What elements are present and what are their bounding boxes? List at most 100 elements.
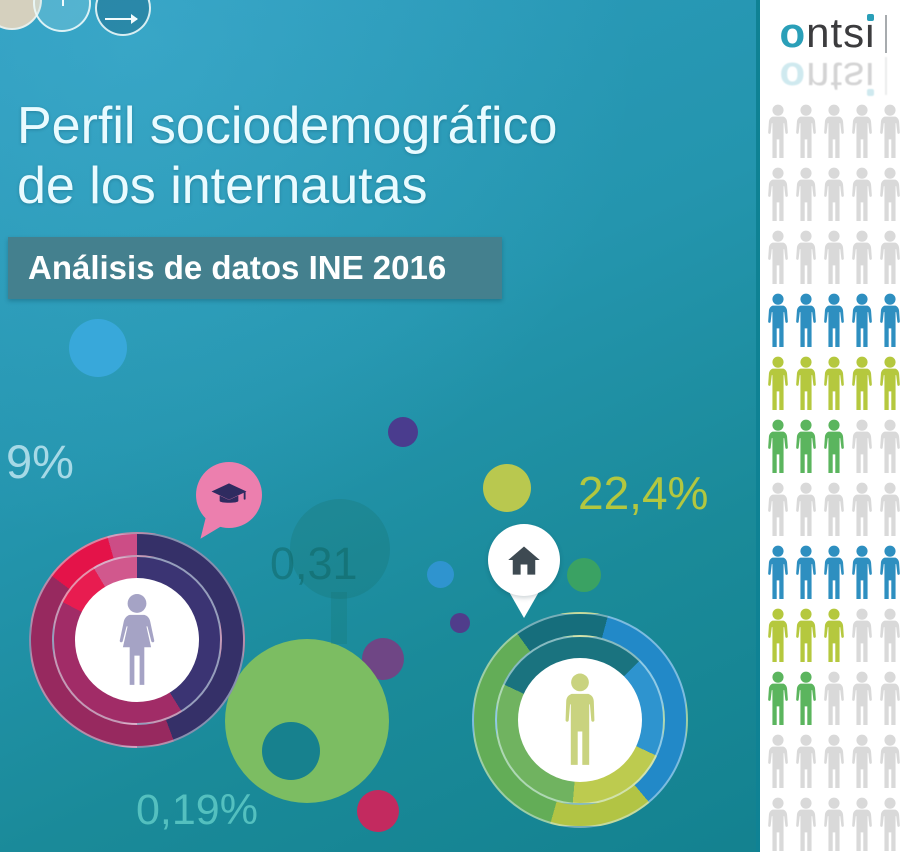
- people-row: [765, 103, 906, 161]
- circle-purple-tiny: [450, 613, 470, 633]
- person-icon: [765, 607, 791, 665]
- circle-lime: [483, 464, 531, 512]
- people-row: [765, 796, 906, 852]
- people-row: [765, 733, 906, 791]
- ontsi-logo-text: ontsi: [760, 12, 906, 54]
- person-icon: [877, 292, 903, 350]
- page-title: Perfil sociodemográfico de los internaut…: [17, 96, 557, 216]
- person-icon: [765, 733, 791, 791]
- person-icon: [849, 229, 875, 287]
- person-icon: [877, 670, 903, 728]
- circle-faint-tree: [290, 499, 390, 599]
- logo-letter-i: i: [865, 9, 876, 56]
- person-icon: [793, 796, 819, 852]
- person-icon: [877, 418, 903, 476]
- person-icon: [849, 166, 875, 224]
- person-icon: [821, 481, 847, 539]
- person-icon: [765, 292, 791, 350]
- circle-green-big: [225, 639, 389, 803]
- person-icon: [793, 229, 819, 287]
- circle-purple-a: [388, 417, 418, 447]
- person-icon: [821, 418, 847, 476]
- people-row: [765, 607, 906, 665]
- person-icon: [877, 481, 903, 539]
- people-row: [765, 166, 906, 224]
- person-icon: [793, 166, 819, 224]
- person-icon: [877, 733, 903, 791]
- speedometer-icon: [95, 0, 151, 36]
- person-icon: [877, 607, 903, 665]
- person-icon: [793, 670, 819, 728]
- page-title-line2: de los internautas: [17, 157, 428, 215]
- person-icon: [765, 544, 791, 602]
- circle-magenta: [357, 790, 399, 832]
- faint-tree-trunk: [331, 592, 347, 644]
- people-row: [765, 418, 906, 476]
- donut-chart-women-outer-ring: [29, 532, 245, 748]
- right-panel: ontsi ontsi: [756, 0, 906, 852]
- person-icon: [849, 670, 875, 728]
- person-icon: [821, 355, 847, 413]
- logo-divider: [884, 15, 887, 53]
- circle-green-small: [567, 558, 601, 592]
- person-icon: [821, 166, 847, 224]
- person-icon: [821, 796, 847, 852]
- person-icon: [793, 103, 819, 161]
- person-icon: [821, 607, 847, 665]
- person-icon: [821, 292, 847, 350]
- person-icon: [793, 544, 819, 602]
- person-icon: [849, 103, 875, 161]
- person-icon: [849, 355, 875, 413]
- person-icon: [877, 166, 903, 224]
- clock-icon: [33, 0, 91, 32]
- person-icon: [793, 481, 819, 539]
- person-icon: [849, 544, 875, 602]
- subtitle-banner: Análisis de datos INE 2016: [8, 237, 502, 299]
- main-area: Perfil sociodemográfico de los internaut…: [0, 0, 708, 834]
- ontsi-logo: ontsi ontsi: [760, 12, 906, 101]
- person-icon: [821, 670, 847, 728]
- person-icon: [821, 544, 847, 602]
- people-row: [765, 292, 906, 350]
- person-icon: [849, 733, 875, 791]
- person-icon: [793, 607, 819, 665]
- person-icon: [793, 418, 819, 476]
- logo-letter-o: o: [779, 9, 807, 56]
- person-icon: [793, 355, 819, 413]
- person-icon: [849, 607, 875, 665]
- clock-hand: [62, 0, 64, 6]
- house-icon: [508, 546, 540, 575]
- person-icon: [877, 103, 903, 161]
- percentage-label-partial: 9%: [6, 435, 74, 488]
- person-icon: [877, 544, 903, 602]
- person-icon: [877, 229, 903, 287]
- person-icon: [821, 229, 847, 287]
- person-icon: [849, 481, 875, 539]
- people-row: [765, 544, 906, 602]
- subtitle-banner-text: Análisis de datos INE 2016: [28, 249, 447, 286]
- person-icon: [765, 796, 791, 852]
- people-row: [765, 355, 906, 413]
- male-icon: [565, 673, 595, 765]
- percentage-label-faint: 0,31: [270, 538, 358, 589]
- people-row: [765, 229, 906, 287]
- person-icon: [765, 103, 791, 161]
- female-icon: [119, 594, 155, 685]
- donut-chart-men-outer-ring: [472, 612, 688, 828]
- people-row: [765, 670, 906, 728]
- donut-chart-women-center: [75, 578, 199, 702]
- speedometer-arrow-icon: [105, 14, 138, 24]
- person-icon: [765, 229, 791, 287]
- person-icon: [765, 418, 791, 476]
- person-icon: [849, 796, 875, 852]
- circle-ring-hole: [262, 722, 320, 780]
- people-pictogram-grid: [765, 103, 906, 852]
- education-bubble: [196, 462, 262, 528]
- person-icon: [765, 166, 791, 224]
- person-icon: [765, 670, 791, 728]
- circle-blue-small: [426, 560, 454, 588]
- person-icon: [765, 481, 791, 539]
- person-icon: [821, 103, 847, 161]
- ontsi-logo-reflection: ontsi: [760, 54, 906, 101]
